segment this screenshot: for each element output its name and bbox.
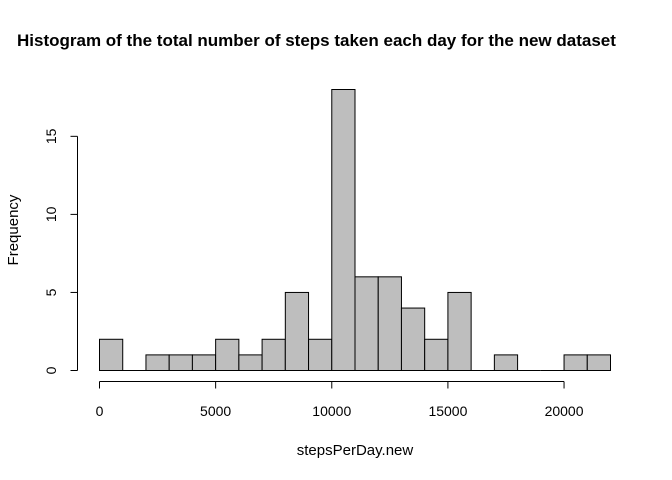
x-tick-label: 20000	[545, 403, 584, 419]
histogram-bar	[377, 276, 402, 372]
histogram-bar	[238, 354, 263, 371]
x-tick-label: 5000	[200, 403, 231, 419]
y-tick-label: 0	[43, 366, 59, 374]
histogram-bar	[145, 354, 170, 371]
y-axis-label: Frequency	[5, 194, 22, 265]
histogram-bar	[308, 338, 333, 371]
bars-group	[99, 89, 611, 372]
y-axis: 0 5 10 15	[43, 128, 78, 374]
y-tick-label: 10	[43, 206, 59, 222]
chart-title: Histogram of the total number of steps t…	[17, 31, 616, 50]
histogram-bar	[168, 354, 193, 371]
histogram-bar	[99, 338, 124, 371]
histogram-bar	[563, 354, 588, 371]
x-tick-label: 10000	[312, 403, 351, 419]
histogram-bar	[191, 354, 217, 371]
x-tick-label: 15000	[428, 403, 467, 419]
x-axis-label: stepsPerDay.new	[297, 442, 414, 459]
histogram-bar	[354, 276, 379, 372]
histogram-bar	[400, 307, 426, 371]
histogram-bar	[331, 89, 356, 371]
histogram-bar	[493, 354, 519, 371]
histogram-bar	[261, 338, 286, 371]
histogram-bar	[424, 338, 449, 371]
y-tick-label: 5	[43, 288, 59, 296]
histogram-bar	[215, 338, 240, 371]
x-axis: 0 5000 10000 15000 20000	[96, 381, 584, 419]
x-tick-label: 0	[96, 403, 104, 419]
histogram-bar	[447, 291, 472, 372]
y-tick-label: 15	[43, 128, 59, 144]
histogram-bar	[284, 291, 310, 372]
histogram-bar	[586, 354, 611, 371]
